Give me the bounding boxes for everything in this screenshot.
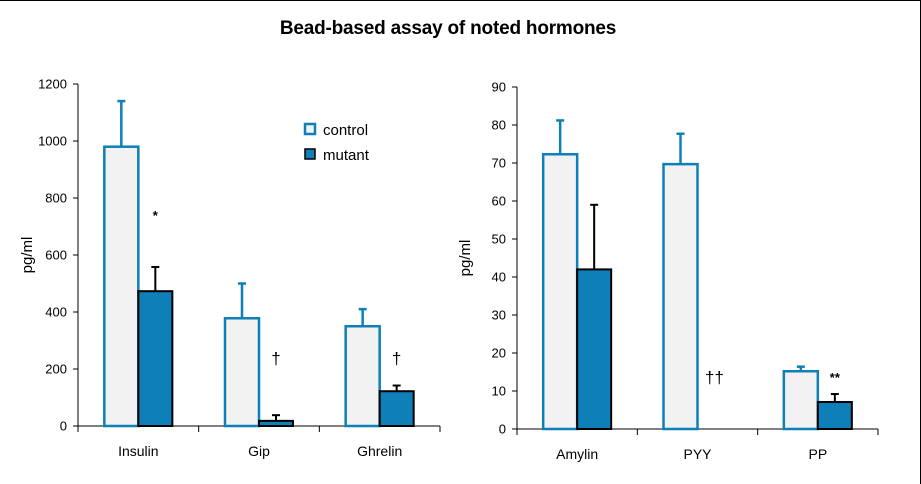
legend-label-control: control <box>323 122 368 139</box>
chart1-y-tick-label: 200 <box>45 362 67 377</box>
legend-swatch-mutant <box>304 148 316 160</box>
chart1-bar-control-ghrelin <box>344 325 381 428</box>
chart2-y-tick-label: 0 <box>499 422 506 437</box>
chart2-x-tick-label: PP <box>808 446 827 462</box>
chart2-y-axis-title: pg/ml <box>457 240 474 277</box>
chart1-bar-control-insulin <box>103 145 140 428</box>
chart2-bar-mutant-pp <box>816 401 853 430</box>
chart1-x-tick-label: Gip <box>248 443 270 459</box>
chart2-y-tick-label: 90 <box>492 80 506 95</box>
frame-top-border <box>0 0 921 1</box>
chart1-bar-control-gip <box>223 317 261 428</box>
chart1-y-tick-label: 1200 <box>38 77 67 92</box>
chart2-bar-mutant-amylin <box>576 268 613 430</box>
chart2-y-tick-label: 60 <box>492 194 506 209</box>
chart2-y-tick-label: 30 <box>492 308 506 323</box>
chart1-significance-mark: † <box>392 349 401 368</box>
chart2-y-tick-label: 80 <box>492 118 506 133</box>
chart1-y-axis-title: pg/ml <box>19 237 36 274</box>
chart2-y-tick-label: 20 <box>492 346 506 361</box>
legend-swatch-control <box>303 122 317 136</box>
chart2-x-tick-label: PYY <box>683 446 712 462</box>
chart1-y-tick-label: 400 <box>45 305 67 320</box>
chart2-bar-control-pp <box>782 369 820 431</box>
chart2-bar-control-amylin <box>541 153 579 431</box>
chart1-significance-mark: † <box>271 349 280 368</box>
chart1-y-tick-label: 800 <box>45 191 67 206</box>
chart1-bar-mutant-insulin <box>137 290 174 427</box>
chart2-y-tick-label: 70 <box>492 156 506 171</box>
chart1-bar-mutant-ghrelin <box>378 390 415 428</box>
legend-label-mutant: mutant <box>323 147 370 164</box>
chart2-significance-mark: †† <box>705 368 724 387</box>
chart1-x-tick-label: Ghrelin <box>357 443 402 459</box>
chart1-y-tick-label: 0 <box>60 419 67 434</box>
figure-title: Bead-based assay of noted hormones <box>279 18 617 39</box>
chart2-x-tick-label: Amylin <box>556 446 598 462</box>
chart1-significance-mark: * <box>153 208 159 223</box>
chart2-y-tick-label: 50 <box>492 232 506 247</box>
chart1-bar-mutant-gip <box>258 419 294 427</box>
chart2-y-tick-label: 40 <box>492 270 506 285</box>
chart1-y-tick-label: 600 <box>45 248 67 263</box>
chart1-x-tick-label: Insulin <box>118 443 158 459</box>
chart2-significance-mark: ** <box>830 370 841 385</box>
chart2-y-tick-label: 10 <box>492 384 506 399</box>
chart2-bar-control-pyy <box>662 162 699 431</box>
chart1-y-tick-label: 1000 <box>38 134 67 149</box>
